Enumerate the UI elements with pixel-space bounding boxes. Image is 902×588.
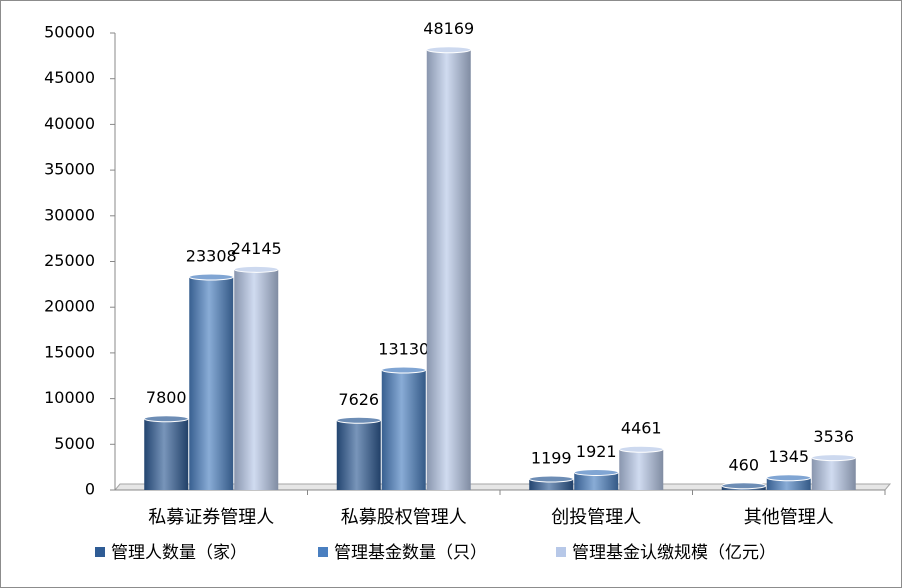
bar xyxy=(426,49,471,490)
x-tick-label: 私募股权管理人 xyxy=(341,507,467,528)
bar xyxy=(144,418,189,490)
y-tick-label: 45000 xyxy=(44,68,95,87)
legend-swatch xyxy=(556,547,566,557)
y-tick-label: 5000 xyxy=(54,434,95,453)
bar-cap xyxy=(528,475,574,483)
x-tick-label: 私募证券管理人 xyxy=(148,507,274,528)
data-label: 1921 xyxy=(576,442,617,461)
y-tick-label: 20000 xyxy=(44,297,95,316)
bar-cap xyxy=(336,416,382,424)
data-label: 460 xyxy=(728,455,759,474)
legend-label: 管理基金认缴规模（亿元） xyxy=(572,543,776,563)
legend-swatch xyxy=(95,547,105,557)
bar-cap xyxy=(721,482,767,490)
data-label: 48169 xyxy=(423,19,474,38)
bar-cap xyxy=(381,366,427,374)
y-tick-label: 10000 xyxy=(44,388,95,407)
bar xyxy=(574,472,619,490)
y-tick-label: 50000 xyxy=(44,23,95,42)
bar xyxy=(381,369,426,490)
bar-cap xyxy=(188,273,234,281)
x-tick-label: 其他管理人 xyxy=(744,507,834,528)
bar-cap xyxy=(811,454,857,462)
bar-cap xyxy=(618,445,664,453)
bar-cap xyxy=(143,415,189,423)
bar xyxy=(189,276,234,490)
data-label: 7800 xyxy=(146,388,187,407)
bar xyxy=(336,420,381,490)
y-tick-label: 0 xyxy=(85,480,95,499)
bar-cap xyxy=(766,474,812,482)
legend-swatch xyxy=(318,547,328,557)
data-label: 7626 xyxy=(338,390,379,409)
bar xyxy=(234,269,279,490)
legend-label: 管理基金数量（只） xyxy=(334,543,487,563)
legend-label: 管理人数量（家） xyxy=(111,543,247,563)
y-tick-label: 40000 xyxy=(44,114,95,133)
y-tick-label: 35000 xyxy=(44,160,95,179)
data-label: 3536 xyxy=(813,427,854,446)
data-label: 24145 xyxy=(231,239,282,258)
data-label: 4461 xyxy=(621,419,662,438)
y-tick-label: 15000 xyxy=(44,342,95,361)
data-label: 1199 xyxy=(531,449,572,468)
bar xyxy=(811,457,856,490)
data-label: 13130 xyxy=(378,339,429,358)
data-label: 23308 xyxy=(186,246,237,265)
y-tick-label: 25000 xyxy=(44,251,95,270)
bar-cap xyxy=(573,468,619,476)
bar xyxy=(619,449,664,490)
bar-cap xyxy=(233,265,279,273)
bar-cap xyxy=(426,46,472,54)
bar xyxy=(529,479,574,490)
x-tick-label: 创投管理人 xyxy=(551,507,641,528)
y-tick-label: 30000 xyxy=(44,205,95,224)
data-label: 1345 xyxy=(768,447,809,466)
